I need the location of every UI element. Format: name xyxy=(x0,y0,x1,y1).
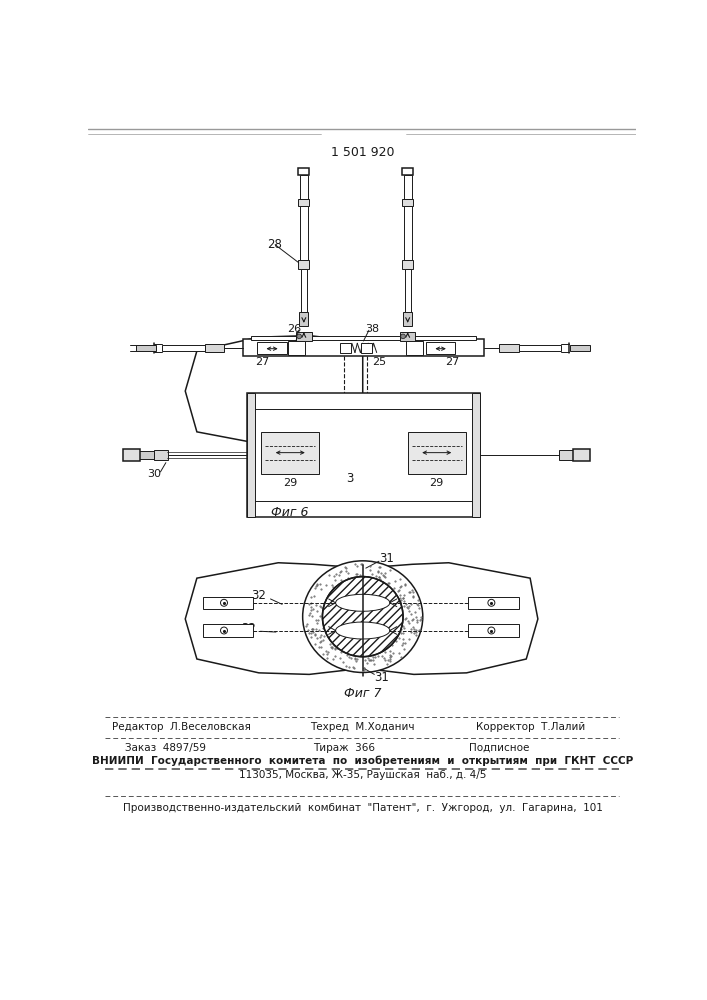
Text: 31: 31 xyxy=(380,552,395,565)
Bar xyxy=(400,332,416,341)
Bar xyxy=(203,624,253,637)
Bar xyxy=(298,168,309,175)
Bar xyxy=(402,168,413,175)
Bar xyxy=(499,344,518,352)
Circle shape xyxy=(221,599,228,606)
Text: Техред  М.Ходанич: Техред М.Ходанич xyxy=(310,722,415,732)
Text: 26: 26 xyxy=(286,324,300,334)
Bar xyxy=(468,597,518,609)
Text: 113035, Москва, Ж-35, Раушская  наб., д. 4/5: 113035, Москва, Ж-35, Раушская наб., д. … xyxy=(239,770,486,780)
Bar xyxy=(426,342,455,354)
Bar xyxy=(257,342,287,354)
Polygon shape xyxy=(185,563,363,674)
Text: Заказ  4897/59: Заказ 4897/59 xyxy=(125,743,206,753)
Bar xyxy=(573,449,590,461)
Bar xyxy=(247,393,255,517)
Text: 32: 32 xyxy=(241,622,256,635)
Bar xyxy=(298,199,309,206)
Bar xyxy=(139,451,154,459)
Bar xyxy=(559,451,574,459)
Text: 3: 3 xyxy=(346,472,354,485)
Circle shape xyxy=(297,334,301,339)
Text: 28: 28 xyxy=(267,238,281,251)
Circle shape xyxy=(488,627,495,634)
Text: 32: 32 xyxy=(252,589,267,602)
Bar xyxy=(408,432,466,474)
Bar xyxy=(251,336,476,340)
Bar xyxy=(123,449,140,461)
Bar xyxy=(203,597,253,609)
Text: Подписное: Подписное xyxy=(469,743,530,753)
Bar xyxy=(559,450,573,460)
Text: 1 501 920: 1 501 920 xyxy=(331,146,395,159)
Polygon shape xyxy=(363,563,538,674)
Bar xyxy=(300,175,308,199)
Text: 31: 31 xyxy=(374,671,389,684)
Bar xyxy=(288,341,305,355)
Text: 27: 27 xyxy=(256,357,270,367)
Bar xyxy=(204,344,224,352)
Bar xyxy=(162,345,204,351)
Bar xyxy=(361,343,372,353)
Bar xyxy=(571,345,590,351)
Bar xyxy=(300,269,307,312)
Bar xyxy=(298,260,309,269)
Text: 38: 38 xyxy=(365,324,379,334)
Bar xyxy=(296,332,312,341)
Bar xyxy=(340,343,351,353)
Text: 25: 25 xyxy=(372,357,386,367)
Polygon shape xyxy=(185,336,363,447)
Ellipse shape xyxy=(336,594,390,611)
Ellipse shape xyxy=(303,561,423,672)
Bar xyxy=(468,624,518,637)
Text: Фиг 7: Фиг 7 xyxy=(344,687,382,700)
Ellipse shape xyxy=(336,622,390,639)
Bar xyxy=(402,260,413,269)
Ellipse shape xyxy=(322,577,403,657)
Text: 29: 29 xyxy=(429,478,443,488)
Text: Тираж  366: Тираж 366 xyxy=(313,743,375,753)
Bar xyxy=(402,199,413,206)
Text: 27: 27 xyxy=(445,357,460,367)
Text: 30: 30 xyxy=(147,469,161,479)
Bar xyxy=(300,206,308,260)
Bar xyxy=(518,345,561,351)
Bar xyxy=(472,393,480,517)
Text: Корректор  Т.Лалий: Корректор Т.Лалий xyxy=(476,722,585,732)
Circle shape xyxy=(488,599,495,606)
Bar xyxy=(406,341,423,355)
Text: Производственно-издательский  комбинат  "Патент",  г.  Ужгород,  ул.  Гагарина, : Производственно-издательский комбинат "П… xyxy=(123,803,602,813)
Text: Редактор  Л.Веселовская: Редактор Л.Веселовская xyxy=(112,722,251,732)
Bar xyxy=(243,339,484,356)
Bar xyxy=(299,312,308,326)
Text: ВНИИПИ  Государственного  комитета  по  изобретениям  и  открытиям  при  ГКНТ  С: ВНИИПИ Государственного комитета по изоб… xyxy=(92,755,633,766)
Bar xyxy=(404,175,411,199)
Bar xyxy=(261,432,320,474)
Bar xyxy=(154,450,168,460)
Bar xyxy=(247,393,480,517)
Text: 29: 29 xyxy=(283,478,297,488)
Bar xyxy=(404,269,411,312)
Bar xyxy=(403,312,412,326)
Bar xyxy=(136,345,156,351)
Circle shape xyxy=(221,627,228,634)
Bar xyxy=(404,206,411,260)
Circle shape xyxy=(401,334,405,339)
Text: Фиг 6: Фиг 6 xyxy=(271,506,309,519)
